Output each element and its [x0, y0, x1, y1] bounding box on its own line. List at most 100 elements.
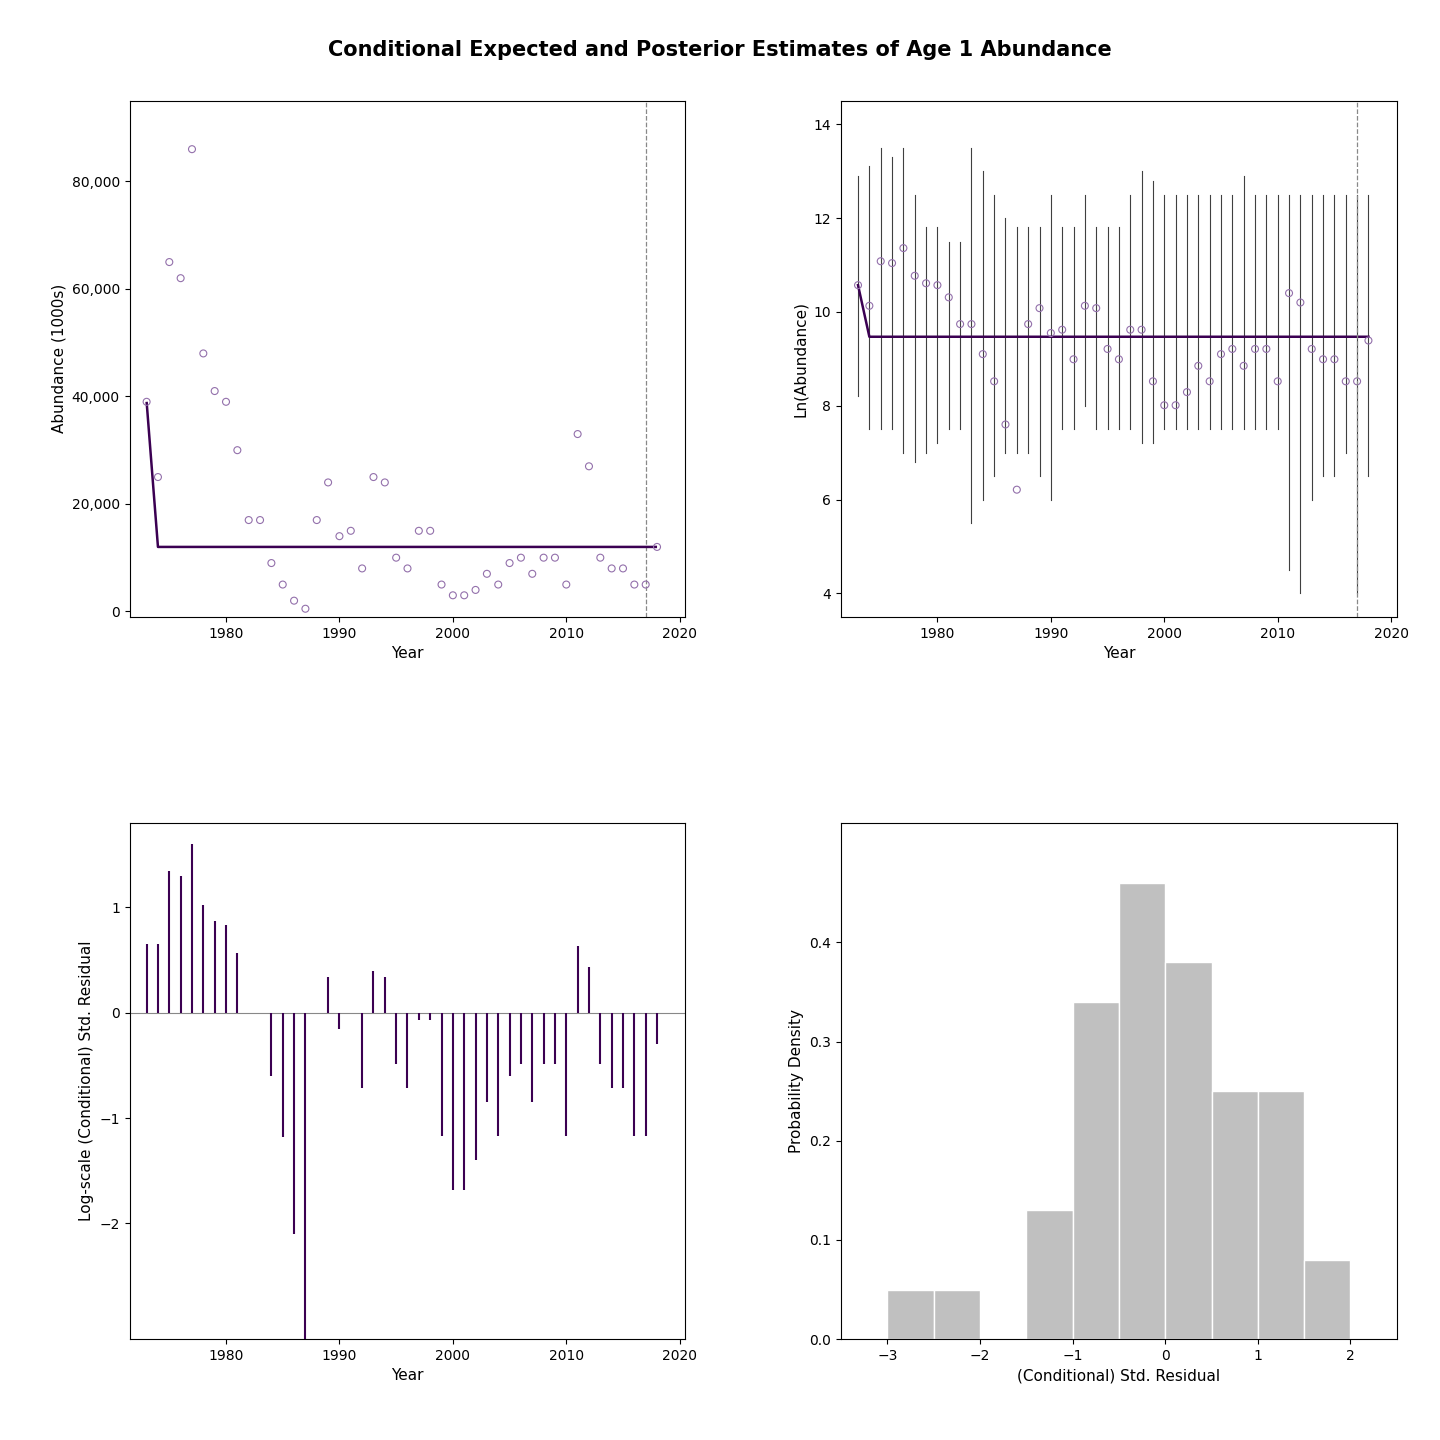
- Y-axis label: Abundance (1000s): Abundance (1000s): [50, 284, 66, 433]
- Point: [259, 552, 282, 575]
- Point: [1005, 478, 1028, 501]
- Point: [600, 557, 624, 580]
- Point: [294, 598, 317, 621]
- Point: [373, 471, 396, 494]
- Point: [396, 557, 419, 580]
- Point: [634, 573, 657, 596]
- Point: [510, 546, 533, 569]
- Point: [464, 579, 487, 602]
- Point: [1028, 297, 1051, 320]
- Point: [1073, 294, 1096, 317]
- Bar: [933, 1290, 981, 1339]
- X-axis label: Year: Year: [392, 647, 423, 661]
- Point: [452, 583, 475, 606]
- Point: [1300, 337, 1323, 360]
- Point: [419, 520, 442, 543]
- Point: [971, 343, 994, 366]
- Point: [1198, 370, 1221, 393]
- Point: [982, 370, 1005, 393]
- Point: [487, 573, 510, 596]
- Point: [1130, 318, 1153, 341]
- Point: [1142, 370, 1165, 393]
- X-axis label: (Conditional) Std. Residual: (Conditional) Std. Residual: [1017, 1368, 1221, 1384]
- Point: [1277, 282, 1300, 305]
- Point: [305, 508, 328, 531]
- Point: [498, 552, 521, 575]
- Bar: [1305, 1260, 1351, 1339]
- Bar: [1165, 962, 1211, 1339]
- Point: [215, 390, 238, 413]
- Bar: [1119, 883, 1165, 1339]
- Point: [1266, 370, 1289, 393]
- Point: [238, 508, 261, 531]
- Point: [1040, 321, 1063, 344]
- Point: [554, 573, 577, 596]
- Point: [1153, 393, 1176, 416]
- Point: [937, 285, 960, 308]
- Point: [328, 524, 351, 547]
- Point: [384, 546, 408, 569]
- Point: [1335, 370, 1358, 393]
- Point: [903, 265, 926, 288]
- Bar: [1073, 1002, 1119, 1339]
- Point: [612, 557, 635, 580]
- Point: [271, 573, 294, 596]
- Point: [408, 520, 431, 543]
- Point: [1221, 337, 1244, 360]
- Point: [282, 589, 305, 612]
- Point: [1187, 354, 1210, 377]
- Point: [350, 557, 373, 580]
- Point: [431, 573, 454, 596]
- Point: [566, 422, 589, 445]
- Point: [1175, 380, 1198, 403]
- Point: [880, 252, 903, 275]
- Point: [361, 465, 384, 488]
- Point: [521, 562, 544, 585]
- Point: [533, 546, 556, 569]
- Y-axis label: Log-scale (Conditional) Std. Residual: Log-scale (Conditional) Std. Residual: [79, 940, 94, 1221]
- Point: [203, 380, 226, 403]
- Point: [475, 562, 498, 585]
- Point: [1289, 291, 1312, 314]
- Bar: [1211, 1092, 1259, 1339]
- Point: [1254, 337, 1277, 360]
- Point: [1345, 370, 1368, 393]
- Point: [543, 546, 566, 569]
- Point: [180, 138, 203, 161]
- Point: [624, 573, 647, 596]
- Text: Conditional Expected and Posterior Estimates of Age 1 Abundance: Conditional Expected and Posterior Estim…: [328, 40, 1112, 60]
- Point: [870, 249, 893, 272]
- Point: [858, 294, 881, 317]
- Point: [1312, 347, 1335, 370]
- Point: [1084, 297, 1107, 320]
- Point: [926, 274, 949, 297]
- Point: [1164, 393, 1187, 416]
- X-axis label: Year: Year: [1103, 647, 1135, 661]
- Point: [168, 266, 192, 289]
- Point: [441, 583, 464, 606]
- Point: [1356, 328, 1380, 351]
- Bar: [887, 1290, 933, 1339]
- Point: [994, 413, 1017, 436]
- Point: [135, 390, 158, 413]
- Point: [1244, 337, 1267, 360]
- Bar: [1259, 1092, 1305, 1339]
- Point: [577, 455, 600, 478]
- Point: [589, 546, 612, 569]
- Point: [914, 272, 937, 295]
- Point: [1233, 354, 1256, 377]
- Point: [960, 312, 984, 336]
- Point: [1051, 318, 1074, 341]
- Point: [1119, 318, 1142, 341]
- Point: [949, 312, 972, 336]
- Point: [1063, 347, 1086, 370]
- Point: [226, 439, 249, 462]
- Bar: [1027, 1210, 1073, 1339]
- Point: [340, 520, 363, 543]
- Point: [645, 536, 668, 559]
- Point: [249, 508, 272, 531]
- Point: [1107, 347, 1130, 370]
- Point: [1210, 343, 1233, 366]
- Point: [158, 251, 181, 274]
- Point: [1017, 312, 1040, 336]
